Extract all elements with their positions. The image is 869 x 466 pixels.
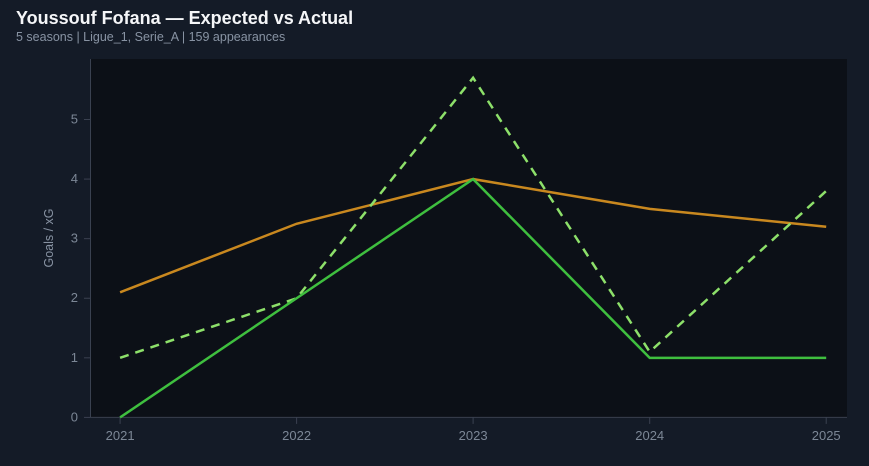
svg-text:5: 5	[71, 112, 78, 127]
svg-text:3: 3	[71, 231, 78, 246]
svg-text:2024: 2024	[635, 428, 664, 443]
svg-text:2021: 2021	[106, 428, 135, 443]
svg-text:2025: 2025	[812, 428, 841, 443]
svg-text:2023: 2023	[459, 428, 488, 443]
svg-text:1: 1	[71, 350, 78, 365]
svg-text:2022: 2022	[282, 428, 311, 443]
svg-text:Goals / xG: Goals / xG	[42, 208, 56, 267]
svg-text:4: 4	[71, 171, 78, 186]
svg-text:2: 2	[71, 290, 78, 305]
svg-text:0: 0	[71, 409, 78, 424]
